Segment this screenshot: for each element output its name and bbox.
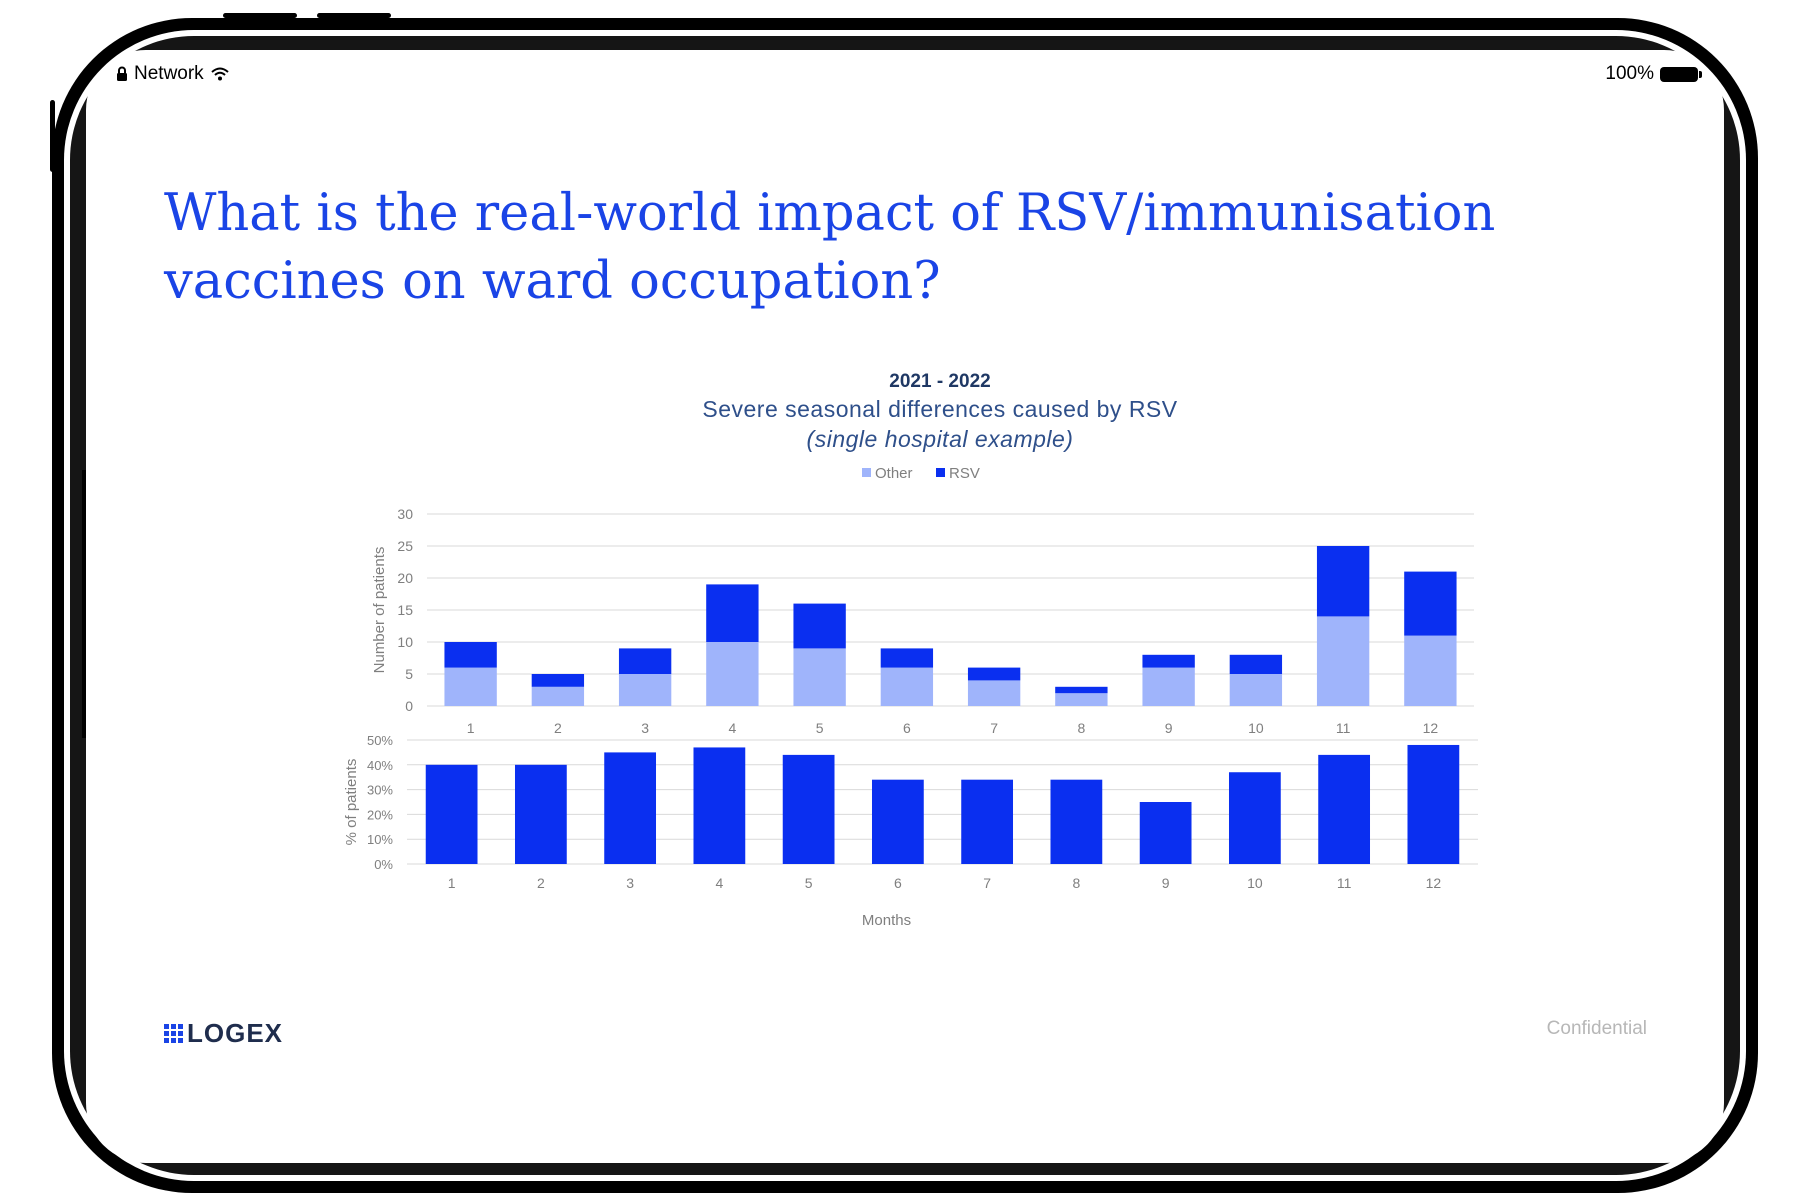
x-tick-label: 8 (1072, 875, 1080, 891)
logo-dots-icon (164, 1024, 183, 1043)
x-tick-label: 10 (1248, 720, 1264, 736)
chart-note: (single hospital example) (806, 426, 1074, 452)
legend-label: Other (875, 465, 913, 482)
y-tick-label: 5 (405, 666, 413, 682)
bar-other (793, 648, 846, 706)
x-tick-label: 11 (1336, 720, 1351, 736)
bar-rsv (531, 674, 585, 687)
bar-other (1404, 635, 1457, 706)
bar-other (1316, 616, 1370, 706)
battery-icon (1660, 66, 1702, 82)
status-bar-right: 100% (1605, 63, 1702, 85)
bar-rsv (1142, 654, 1195, 668)
y-tick-label: 40% (367, 758, 393, 773)
bar-percent (1407, 744, 1460, 864)
bar-other (1142, 667, 1195, 706)
bar-rsv (1316, 546, 1370, 617)
lock-icon (117, 66, 127, 81)
x-tick-label: 12 (1423, 720, 1439, 736)
x-axis-title: Months (862, 912, 911, 929)
y-tick-label: 30% (367, 783, 393, 798)
bar-other (444, 667, 497, 706)
y-tick-label: 10 (397, 634, 413, 650)
side-button (50, 100, 55, 172)
y-tick-label: 25 (397, 538, 413, 554)
y-tick-label: 20% (367, 807, 393, 822)
bar-other (531, 686, 585, 706)
status-bar-left: Network (116, 63, 230, 85)
y-tick-label: 15 (397, 602, 413, 618)
x-tick-label: 5 (816, 720, 824, 736)
bar-other (706, 642, 759, 706)
bar-rsv (1055, 686, 1108, 694)
slide-title: What is the real-world impact of RSV/imm… (164, 184, 1496, 311)
x-tick-label: 1 (467, 720, 475, 736)
bar-percent (1050, 779, 1103, 864)
bar-rsv (706, 584, 759, 642)
bar-percent (1139, 802, 1192, 864)
bar-rsv (1404, 571, 1457, 636)
x-tick-label: 7 (983, 875, 991, 891)
x-tick-label: 2 (537, 875, 545, 891)
x-tick-label: 1 (448, 875, 456, 891)
logex-logo: LOGEX (164, 1018, 283, 1049)
bar-other (880, 667, 934, 706)
legend-label: RSV (949, 465, 980, 482)
x-tick-label: 11 (1337, 875, 1352, 891)
y-tick-label: 10% (367, 832, 393, 847)
x-tick-label: 6 (903, 720, 911, 736)
bar-percent (961, 779, 1014, 864)
bar-rsv (618, 648, 672, 674)
legend-swatch-other (862, 468, 871, 477)
battery-label: 100% (1605, 63, 1654, 84)
y-tick-label: 30 (397, 506, 413, 522)
y-tick-label: 0% (374, 857, 393, 872)
wifi-icon (211, 67, 229, 81)
x-tick-label: 4 (715, 875, 723, 891)
x-tick-label: 5 (805, 875, 813, 891)
bar-other (967, 680, 1021, 706)
x-tick-label: 3 (641, 720, 649, 736)
x-tick-label: 12 (1426, 875, 1442, 891)
bar-other (1055, 693, 1108, 706)
bar-percent (604, 752, 657, 864)
x-tick-label: 3 (626, 875, 634, 891)
chart-year: 2021 - 2022 (889, 371, 991, 392)
legend-swatch-rsv (936, 468, 945, 477)
y-axis-title: % of patients (343, 759, 360, 846)
x-tick-label: 6 (894, 875, 902, 891)
bar-rsv (967, 667, 1021, 681)
bar-percent (1228, 772, 1281, 864)
x-tick-label: 9 (1165, 720, 1173, 736)
top-button-2 (317, 13, 391, 18)
x-tick-label: 8 (1077, 720, 1085, 736)
network-label: Network (134, 63, 204, 84)
bar-other (1229, 674, 1283, 706)
x-tick-label: 10 (1247, 875, 1263, 891)
x-tick-label: 7 (990, 720, 998, 736)
bar-percent (782, 754, 835, 864)
y-tick-label: 0 (405, 698, 413, 714)
y-tick-label: 20 (397, 570, 413, 586)
bar-rsv (793, 603, 846, 649)
top-button-1 (223, 13, 297, 18)
x-tick-label: 2 (554, 720, 562, 736)
bar-rsv (1229, 654, 1283, 674)
bar-percent (425, 764, 478, 864)
bar-percent (514, 764, 567, 864)
confidential-label: Confidential (1546, 1018, 1647, 1039)
bar-percent (693, 747, 746, 864)
x-tick-label: 9 (1162, 875, 1170, 891)
bar-other (618, 674, 672, 706)
bar-rsv (444, 642, 497, 668)
logo-text: LOGEX (187, 1018, 284, 1048)
y-axis-title: Number of patients (371, 547, 388, 674)
bar-rsv (880, 648, 934, 668)
x-tick-label: 4 (728, 720, 736, 736)
y-tick-label: 50% (367, 733, 393, 748)
chart-subtitle: Severe seasonal differences caused by RS… (702, 396, 1178, 422)
bar-percent (1318, 754, 1371, 864)
bar-percent (871, 779, 924, 864)
